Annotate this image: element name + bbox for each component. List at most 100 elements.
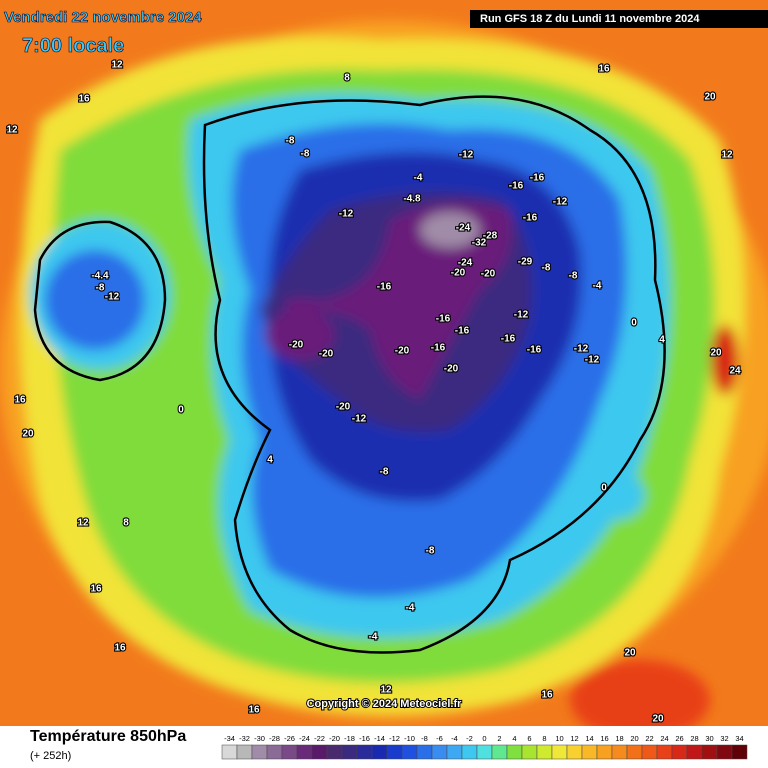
scale-cell <box>671 744 688 760</box>
contour-label: -20 <box>481 269 496 280</box>
contour-label: -12 <box>553 197 568 208</box>
contour-label: -20 <box>451 268 466 279</box>
scale-tick-label: 30 <box>705 734 713 743</box>
contour-label: -16 <box>455 326 470 337</box>
scale-tick-label: 34 <box>735 734 743 743</box>
scale-tick-label: 26 <box>675 734 683 743</box>
scale-cell <box>266 744 283 760</box>
contour-label: 20 <box>704 92 716 103</box>
contour-label: -12 <box>574 344 589 355</box>
contour-label: -12 <box>105 292 120 303</box>
band <box>45 250 145 350</box>
band <box>284 202 512 400</box>
contour-label: 16 <box>90 584 102 595</box>
contour-label: -4.4 <box>91 271 109 282</box>
contour-label: -4 <box>414 173 423 184</box>
color-scale: -34 -32 -30 -28 -26 -24 -22 -20 -18 -16 -14 -12 -10-… <box>221 734 748 760</box>
band <box>585 470 645 520</box>
contour-label: -16 <box>523 213 538 224</box>
scale-tick-label: 32 <box>720 734 728 743</box>
contour-label: 12 <box>77 518 89 529</box>
contour-label: 12 <box>6 125 18 136</box>
scale-tick-label: -34 <box>224 734 235 743</box>
contour-label: 20 <box>710 348 722 359</box>
scale-cell <box>731 744 748 760</box>
contour-label: -20 <box>444 364 459 375</box>
map-field: Run GFS 18 Z du Lundi 11 novembre 2024 V… <box>0 0 768 740</box>
contour-label: -16 <box>436 314 451 325</box>
contour-label: -29 <box>518 257 533 268</box>
scale-tick-label: -30 <box>254 734 265 743</box>
map-labels: 12 16 12 12 20 16 8 -8 -8 -4 -4.8 -12 -16 -16 -12 -16 -1… <box>5 59 742 726</box>
scale-cell <box>596 744 613 760</box>
scale-cell <box>326 744 343 760</box>
scale-tick-label: 24 <box>660 734 668 743</box>
contour-label: -20 <box>336 402 351 413</box>
band <box>265 310 335 360</box>
scale-cell <box>491 744 508 760</box>
scale-cell <box>656 744 673 760</box>
scale-tick-label: -32 <box>239 734 250 743</box>
contour-label: -16 <box>377 282 392 293</box>
contour-label: 12 <box>721 150 733 161</box>
scale-tick-label: -4 <box>451 734 458 743</box>
contour-label: -16 <box>527 345 542 356</box>
contour-label: 20 <box>22 429 34 440</box>
contour-label: -20 <box>319 349 334 360</box>
scale-tick-label: -28 <box>269 734 280 743</box>
scale-cell <box>566 744 583 760</box>
contour-label: -4.8 <box>403 194 421 205</box>
scale-tick-label: 14 <box>585 734 593 743</box>
contour-label: 12 <box>111 60 123 71</box>
contour-label: 8 <box>344 73 350 84</box>
scale-cell <box>551 744 568 760</box>
scale-tick-label: 10 <box>555 734 563 743</box>
scale-tick-label: -26 <box>284 734 295 743</box>
run-info: Run GFS 18 Z du Lundi 11 novembre 2024 <box>480 13 700 25</box>
scale-cell <box>446 744 463 760</box>
band <box>711 325 739 395</box>
scale-tick-label: -6 <box>436 734 443 743</box>
scale-tick-label: -20 <box>329 734 340 743</box>
contour-label: -32 <box>472 238 487 249</box>
time: 7:00 locale <box>22 35 124 57</box>
scale-tick-label: -22 <box>314 734 325 743</box>
scale-cell <box>701 744 718 760</box>
scale-cell <box>221 744 238 760</box>
scale-tick-label: -24 <box>299 734 310 743</box>
contour-label: -8 <box>426 546 435 557</box>
contour-label: -12 <box>514 310 529 321</box>
scale-cell <box>356 744 373 760</box>
contour-label: 16 <box>114 643 126 654</box>
scale-cell <box>386 744 403 760</box>
scale-tick-label: 2 <box>497 734 501 743</box>
contour-label: -8 <box>286 136 295 147</box>
contour-label: 24 <box>729 366 741 377</box>
scale-cell <box>686 744 703 760</box>
scale-tick-label: -10 <box>404 734 415 743</box>
band <box>420 212 480 248</box>
scale-tick-label: -16 <box>359 734 370 743</box>
scale-cell <box>611 744 628 760</box>
contour-label: -8 <box>380 467 389 478</box>
contour-label: -16 <box>509 181 524 192</box>
contour-label: 0 <box>178 405 184 416</box>
contour-label: 20 <box>652 714 664 725</box>
contour-label: -8 <box>569 271 578 282</box>
scale-tick-label: 20 <box>630 734 638 743</box>
scale-cell <box>461 744 478 760</box>
scale-cell <box>371 744 388 760</box>
contour-label: -24 <box>456 223 471 234</box>
contour-label: -12 <box>339 209 354 220</box>
contour-label: -16 <box>431 343 446 354</box>
scale-cell <box>626 744 643 760</box>
contour-label: -24 <box>458 258 473 269</box>
contour-label: -8 <box>542 263 551 274</box>
scale-cell <box>476 744 493 760</box>
contour-label: -8 <box>96 283 105 294</box>
scale-tick-label: 12 <box>570 734 578 743</box>
scale-cell <box>251 744 268 760</box>
run-box <box>470 10 768 28</box>
